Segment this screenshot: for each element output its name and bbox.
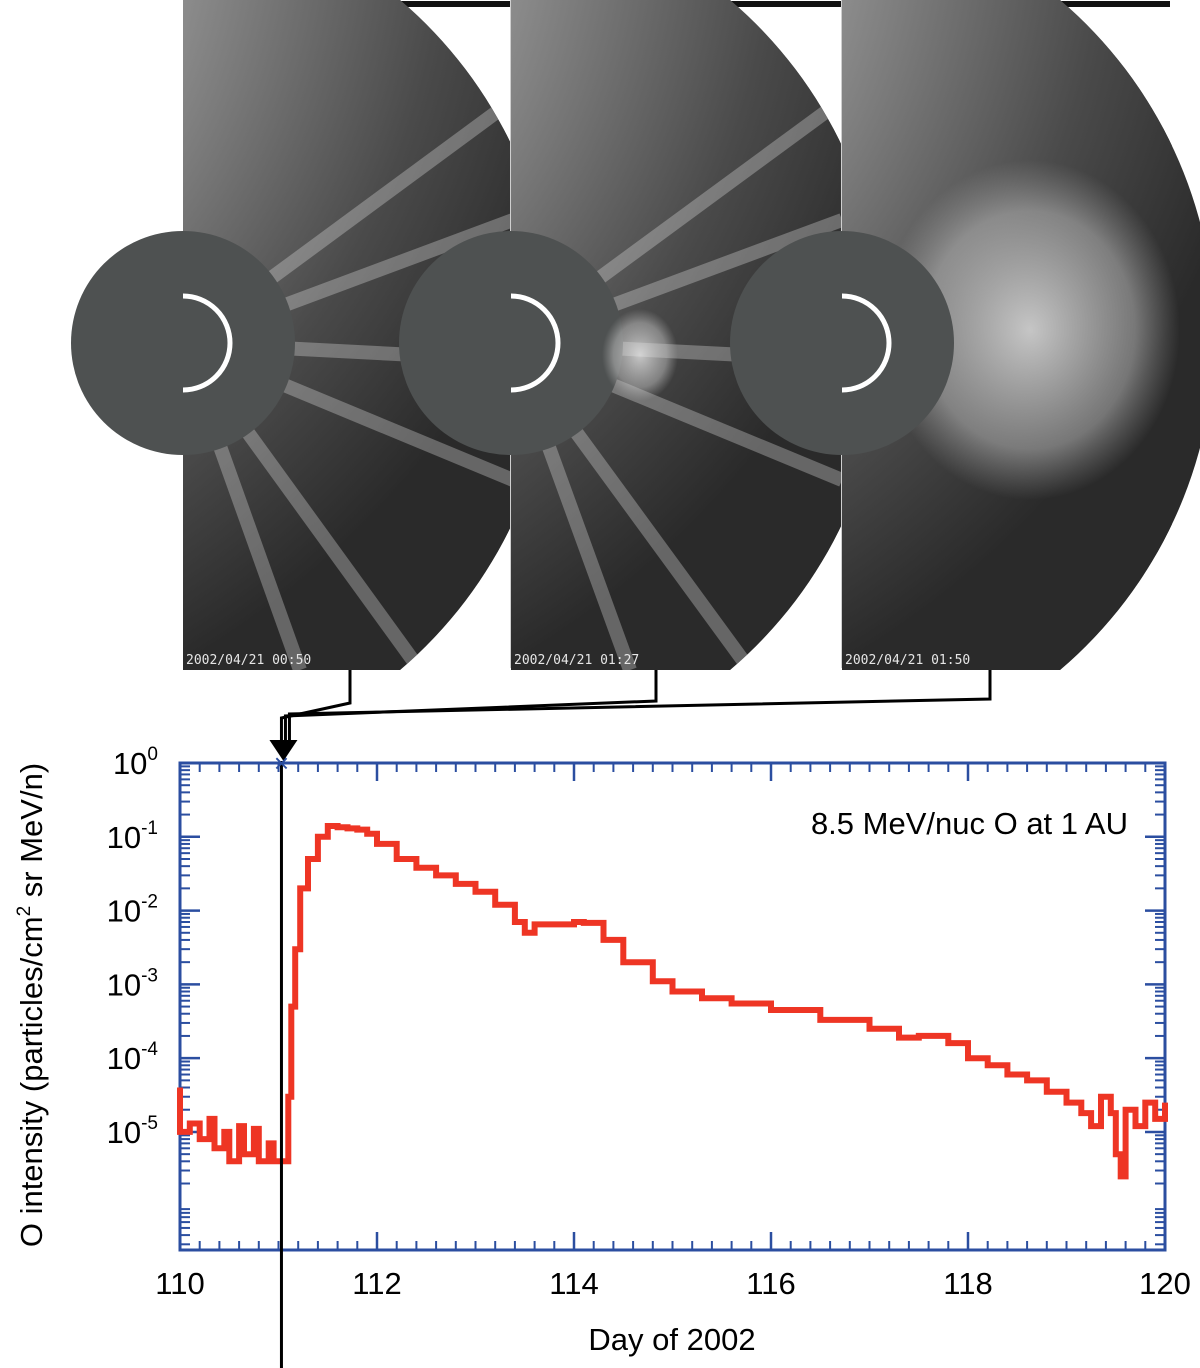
connector-line [287,670,992,740]
y-tick-label: 10-5 [107,1113,158,1150]
x-tick-labels: 110 112 114 116 118 120 [155,1266,1191,1301]
x-tick-label: 114 [549,1266,598,1301]
solar-limb-circle [510,293,561,393]
occulter-disk [71,231,295,455]
minor-ticks [179,763,1166,1250]
connector-line [283,670,658,740]
chart-annotation: 8.5 MeV/nuc O at 1 AU [811,806,1128,841]
series-layer [177,823,1168,1180]
frame-timestamp: 2002/04/21 00:50 [186,653,311,668]
frame-timestamp: 2002/04/21 01:27 [514,653,639,668]
y-tick-label: 100 [113,744,158,781]
series-line [177,823,1168,1180]
chart: 110 112 114 116 118 120 10010-110-210-310-410… [14,744,1191,1368]
y-tick-label: 10-2 [107,892,158,929]
coronagraph-frame-3: 2002/04/21 01:50 [730,0,1200,670]
plot-frame [178,761,1167,1252]
y-tick-label: 10-1 [107,818,158,855]
x-tick-label: 116 [746,1266,795,1301]
x-tick-label: 118 [943,1266,992,1301]
coronagraph-strip: 2002/04/21 00:50 2002/04/21 01:27 [71,0,1200,670]
connector-line [279,670,352,740]
y-axis-title: O intensity (particles/cm2 sr MeV/n) [14,763,49,1247]
cme-front [602,309,678,401]
event-marker: × [274,748,289,778]
x-tick-label: 110 [155,1266,204,1301]
frame-timestamp: 2002/04/21 01:50 [845,653,970,668]
frame-connectors [269,670,992,761]
coronagraph-frame-1: 2002/04/21 00:50 [71,0,555,670]
solar-limb-circle [841,293,892,393]
x-axis-title: Day of 2002 [588,1322,755,1357]
major-ticks [178,761,1167,1250]
x-tick-label: 112 [352,1266,401,1301]
occulter-disk [730,231,954,455]
y-tick-label: 10-4 [107,1039,159,1076]
x-tick-label: 120 [1139,1266,1191,1301]
connector-arrowhead [269,740,298,761]
coronagraph-frame-2: 2002/04/21 01:27 [399,0,885,670]
occulter-disk [399,231,623,455]
solar-limb-circle [182,293,233,393]
y-tick-label: 10-3 [107,965,158,1002]
y-tick-labels: 100 10-1 10-2 10-3 10-4 10-5 [107,744,159,1150]
